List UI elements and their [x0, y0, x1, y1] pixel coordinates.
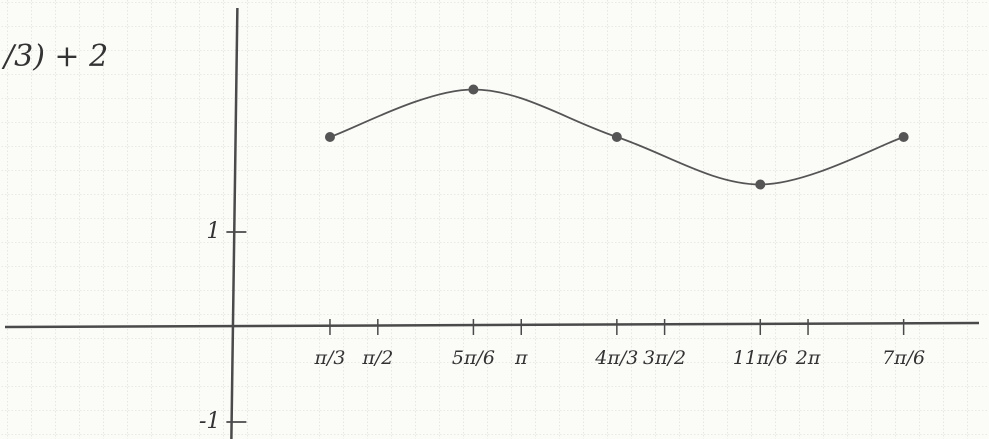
point	[755, 179, 765, 189]
point	[468, 84, 478, 94]
x-tick-label: 4π/3	[594, 347, 638, 369]
chart-title: /3) + 2	[1, 39, 108, 74]
graph-paper	[0, 0, 989, 439]
point	[325, 132, 335, 142]
y-tick-label: 1	[206, 219, 220, 244]
x-tick-label: π/2	[361, 347, 393, 369]
chart: /3) + 2 π/3 π/2 5π/6 π 4π/33π/2 11π/6 2π 7π/6 -1…	[0, 0, 989, 439]
x-tick-label: 5π/6	[452, 347, 495, 369]
x-tick-label: 7π/6	[882, 347, 925, 369]
page: /3) + 2 π/3 π/2 5π/6 π 4π/33π/2 11π/6 2π 7π/6 -1…	[0, 0, 989, 439]
point	[899, 132, 909, 142]
x-tick-label: 11π/6	[733, 347, 788, 369]
x-tick-label: 3π/2	[643, 347, 686, 369]
y-tick-label: -1	[199, 409, 220, 434]
x-tick-label: π/3	[313, 347, 345, 369]
point	[612, 132, 622, 142]
x-tick-label: π	[514, 347, 528, 369]
x-tick-label: 2π	[795, 347, 821, 369]
